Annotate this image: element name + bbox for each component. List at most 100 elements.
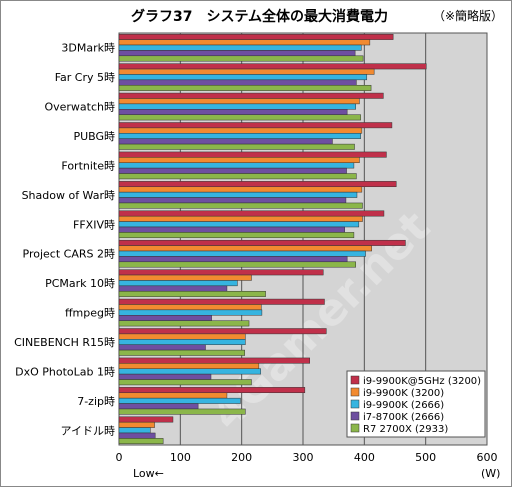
bar bbox=[118, 392, 228, 399]
legend-swatch bbox=[350, 387, 360, 397]
bar bbox=[118, 133, 361, 139]
chart-title: グラフ37 システム全体の最大消費電力 bbox=[131, 9, 389, 25]
category-label: 3DMark時 bbox=[61, 42, 115, 55]
bar bbox=[118, 181, 397, 188]
legend-label: i9-9900K (3200) bbox=[363, 388, 444, 399]
bar bbox=[118, 427, 151, 434]
bar bbox=[118, 315, 212, 321]
bar bbox=[118, 162, 355, 169]
bar bbox=[118, 320, 250, 327]
legend-swatch bbox=[350, 423, 360, 433]
x-tick-label: 500 bbox=[415, 451, 436, 464]
category-label: Fortnite時 bbox=[61, 159, 115, 172]
legend-swatch bbox=[350, 399, 360, 409]
category-label: FFXIV時 bbox=[73, 218, 115, 231]
bar bbox=[118, 368, 261, 375]
bar bbox=[118, 285, 228, 292]
bar bbox=[118, 151, 387, 158]
bar bbox=[118, 328, 327, 335]
x-tick-label: 300 bbox=[293, 451, 314, 464]
bar bbox=[118, 226, 345, 233]
bar bbox=[118, 256, 348, 263]
category-label: ffmpeg時 bbox=[65, 307, 115, 320]
bar bbox=[118, 421, 155, 428]
bar bbox=[118, 344, 206, 351]
bar bbox=[118, 438, 164, 445]
bar bbox=[118, 349, 245, 356]
bar bbox=[118, 304, 262, 311]
bar bbox=[118, 109, 348, 115]
bar bbox=[118, 245, 372, 252]
bar bbox=[118, 403, 199, 410]
bar bbox=[118, 290, 266, 297]
bar bbox=[118, 408, 246, 415]
bar bbox=[118, 191, 358, 198]
bar bbox=[118, 138, 333, 145]
bar bbox=[118, 333, 246, 340]
category-label: 7-zip時 bbox=[77, 395, 115, 408]
bar bbox=[118, 221, 360, 228]
bar bbox=[118, 197, 347, 204]
legend-label: i7-8700K (2666) bbox=[363, 412, 444, 423]
bar bbox=[118, 157, 360, 163]
x-axis-unit: (W) bbox=[481, 467, 501, 480]
bar bbox=[118, 210, 385, 217]
bar bbox=[118, 298, 325, 305]
bar bbox=[118, 186, 363, 193]
bar bbox=[118, 432, 156, 439]
x-tick-label: 100 bbox=[170, 451, 191, 464]
bar bbox=[118, 232, 355, 239]
bar bbox=[118, 127, 363, 134]
x-tick-label: 200 bbox=[231, 451, 252, 464]
bar bbox=[118, 379, 252, 386]
bar bbox=[118, 269, 324, 276]
bar bbox=[118, 250, 366, 257]
category-label: Shadow of War時 bbox=[22, 189, 115, 202]
category-label: Overwatch時 bbox=[44, 101, 115, 114]
axis-left-caption: Low← bbox=[133, 467, 164, 480]
bar bbox=[118, 63, 427, 70]
bar bbox=[118, 416, 174, 423]
bar bbox=[118, 357, 310, 364]
category-label: DxO PhotoLab 1時 bbox=[15, 365, 115, 378]
bar bbox=[118, 55, 364, 62]
bar bbox=[118, 239, 406, 246]
bar bbox=[118, 98, 360, 105]
bar bbox=[118, 92, 384, 99]
bar bbox=[118, 68, 375, 75]
bar bbox=[118, 84, 372, 91]
bar bbox=[118, 79, 357, 86]
bar bbox=[118, 167, 347, 174]
legend bbox=[346, 370, 486, 438]
bar bbox=[118, 173, 357, 180]
x-tick-label: 0 bbox=[116, 451, 123, 464]
bar bbox=[118, 33, 394, 40]
bar bbox=[118, 387, 306, 394]
bar bbox=[118, 363, 260, 369]
legend-label: i9-9900K@5GHz (3200) bbox=[363, 376, 481, 387]
category-label: アイドル時 bbox=[61, 424, 115, 437]
x-tick-label: 600 bbox=[477, 451, 498, 464]
category-label: Far Cry 5時 bbox=[55, 71, 115, 84]
x-tick-label: 400 bbox=[354, 451, 375, 464]
category-label: PCMark 10時 bbox=[45, 277, 115, 290]
bar bbox=[118, 74, 368, 81]
bar bbox=[118, 103, 356, 110]
bar bbox=[118, 143, 355, 150]
legend-swatch bbox=[350, 411, 360, 421]
bar bbox=[118, 373, 212, 380]
bar bbox=[118, 261, 356, 268]
category-label: CINEBENCH R15時 bbox=[14, 336, 115, 349]
bar bbox=[118, 44, 362, 51]
legend-label: R7 2700X (2933) bbox=[363, 424, 448, 435]
bar bbox=[118, 339, 246, 345]
category-label: Project CARS 2時 bbox=[23, 248, 115, 261]
bar bbox=[118, 202, 363, 209]
bar bbox=[118, 309, 263, 316]
bar bbox=[118, 215, 363, 222]
category-label: PUBG時 bbox=[73, 130, 115, 143]
bar bbox=[118, 114, 361, 121]
bar bbox=[118, 397, 241, 404]
